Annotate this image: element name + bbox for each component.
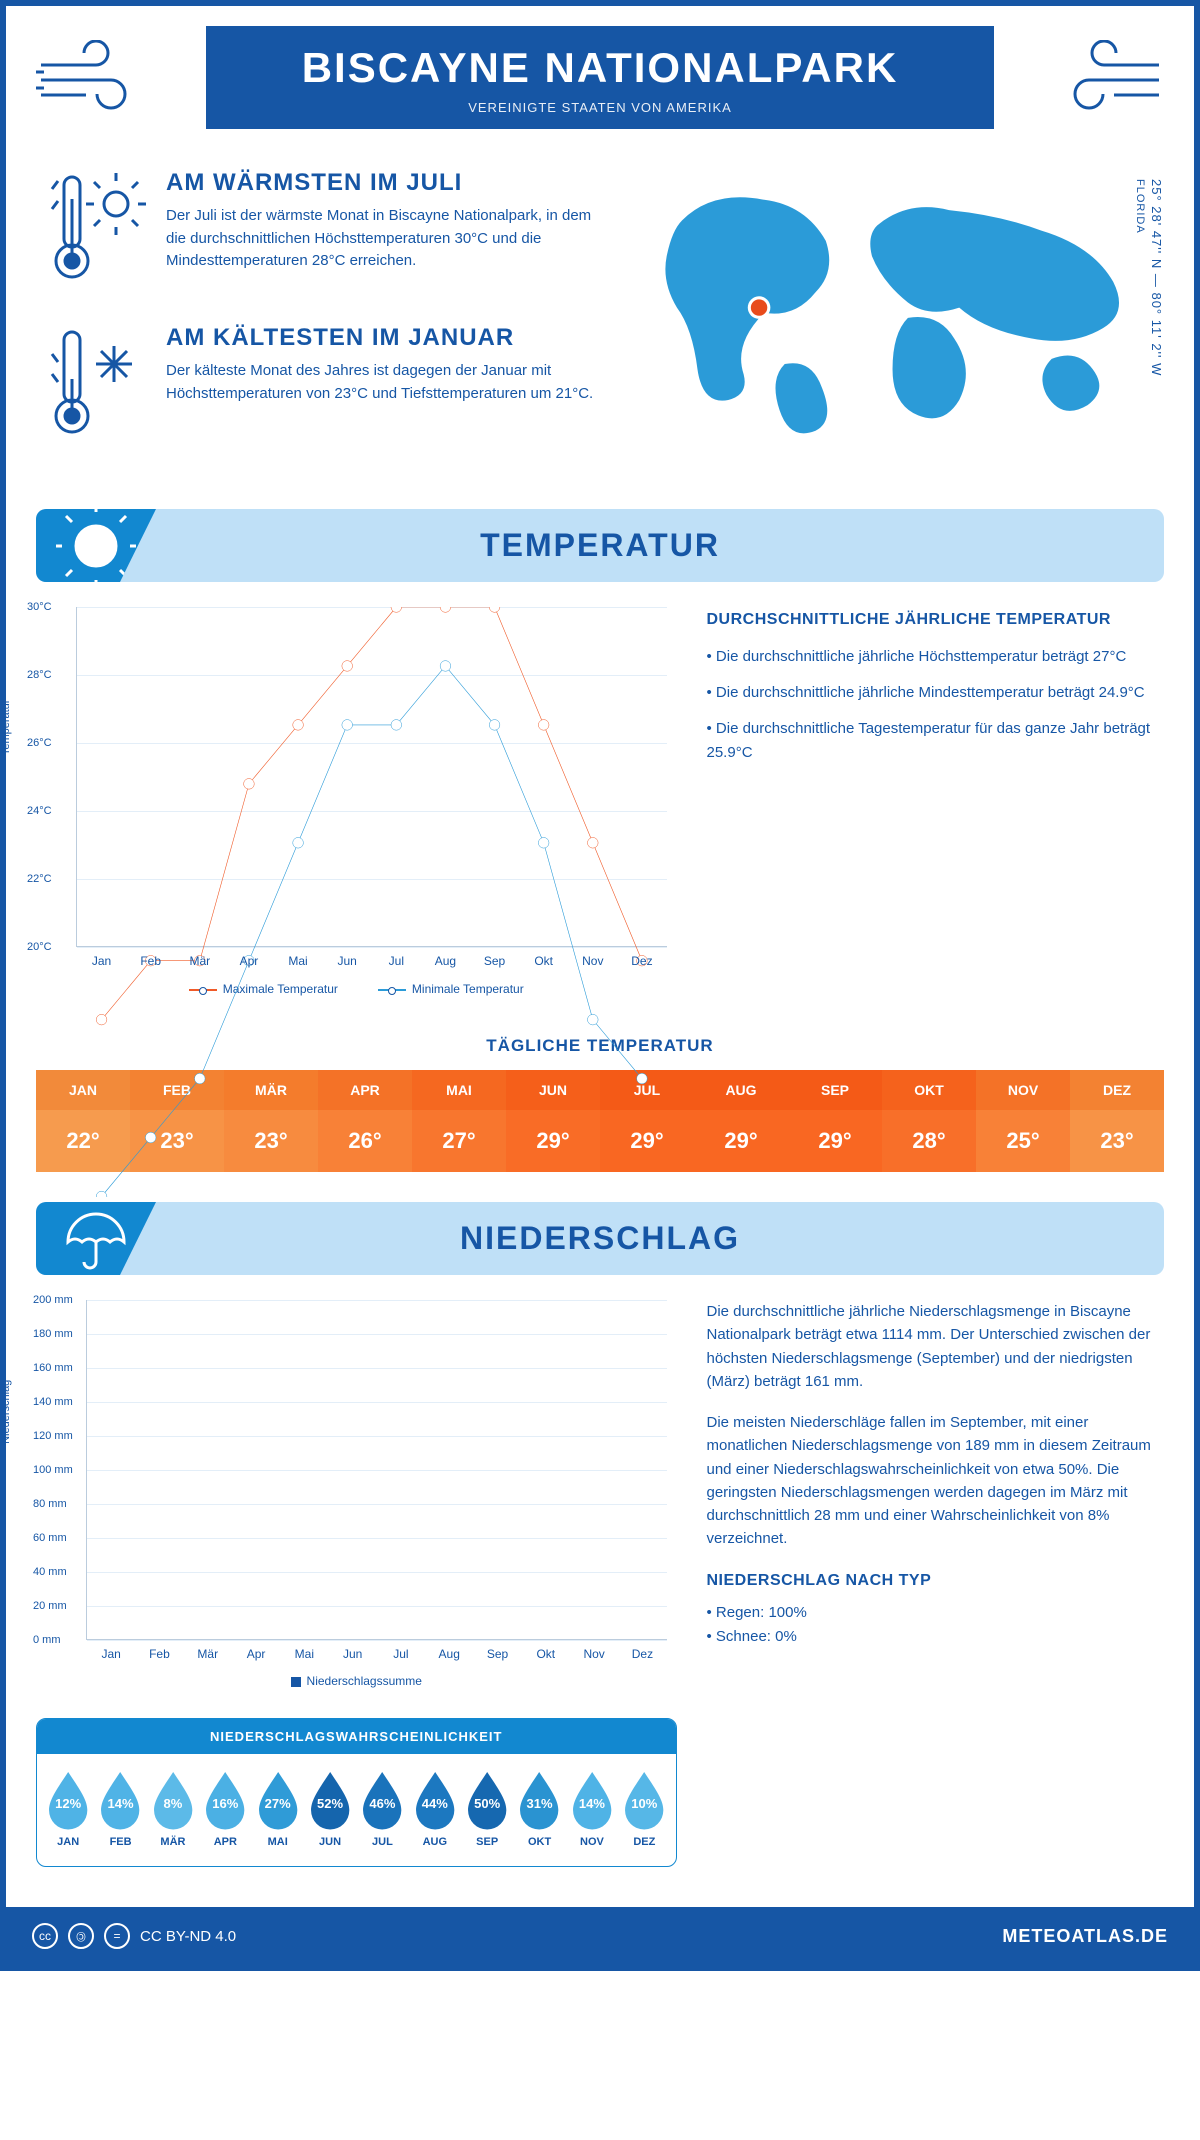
precip-type-title: NIEDERSCHLAG NACH TYP [707, 1569, 1165, 1594]
probability-drop: 14%NOV [567, 1768, 617, 1830]
coordinates: 25° 28' 47'' N — 80° 11' 2'' W [1149, 179, 1164, 376]
page-subtitle: VEREINIGTE STAATEN VON AMERIKA [206, 100, 994, 115]
site-name: METEOATLAS.DE [1002, 1926, 1168, 1947]
probability-drop: 14%FEB [95, 1768, 145, 1830]
temp-table-header: NOV [976, 1070, 1070, 1110]
temp-table-header: SEP [788, 1070, 882, 1110]
probability-drop: 10%DEZ [619, 1768, 669, 1830]
wind-icon [36, 40, 146, 115]
probability-drop: 50%SEP [462, 1768, 512, 1830]
precip-y-axis-label: Niederschlag [0, 1380, 12, 1444]
fact-coldest: AM KÄLTESTEN IM JANUAR Der kälteste Mona… [46, 324, 611, 449]
probability-drop: 16%APR [200, 1768, 250, 1830]
temp-table-header: DEZ [1070, 1070, 1164, 1110]
probability-drop: 52%JUN [305, 1768, 355, 1830]
probability-drop: 8%MÄR [148, 1768, 198, 1830]
license-text: CC BY-ND 4.0 [140, 1928, 236, 1945]
fact-warmest: AM WÄRMSTEN IM JULI Der Juli ist der wär… [46, 169, 611, 294]
by-icon: 🄯 [68, 1923, 94, 1949]
temp-table-header: OKT [882, 1070, 976, 1110]
precip-type-bullet: • Regen: 100% [707, 1601, 1165, 1624]
temp-table-cell: 29° [694, 1110, 788, 1172]
precip-probability-box: NIEDERSCHLAGSWAHRSCHEINLICHKEIT 12%JAN14… [36, 1718, 677, 1867]
license-block: cc 🄯 = CC BY-ND 4.0 [32, 1923, 236, 1949]
temperature-line-chart: 20°C22°C24°C26°C28°C30°CJanFebMärAprMaiJ… [76, 607, 667, 947]
probability-drop: 31%OKT [514, 1768, 564, 1830]
precip-legend: Niederschlagssumme [36, 1674, 677, 1688]
precip-p2: Die meisten Niederschläge fallen im Sept… [707, 1411, 1165, 1551]
probability-drop: 27%MAI [253, 1768, 303, 1830]
footer: cc 🄯 = CC BY-ND 4.0 METEOATLAS.DE [6, 1907, 1194, 1965]
temp-bullet: • Die durchschnittliche jährliche Mindes… [707, 681, 1165, 705]
temp-table-cell: 28° [882, 1110, 976, 1172]
header-band: BISCAYNE NATIONALPARK VEREINIGTE STAATEN… [206, 26, 994, 129]
precip-type-bullet: • Schnee: 0% [707, 1625, 1165, 1648]
temp-summary-title: DURCHSCHNITTLICHE JÄHRLICHE TEMPERATUR [707, 607, 1165, 633]
temp-table-header: AUG [694, 1070, 788, 1110]
thermometer-sun-icon [46, 169, 146, 294]
temperature-banner: TEMPERATUR [36, 509, 1164, 582]
temp-table-cell: 23° [1070, 1110, 1164, 1172]
temp-table-cell: 25° [976, 1110, 1070, 1172]
precip-banner: NIEDERSCHLAG [36, 1202, 1164, 1275]
umbrella-icon [36, 1202, 156, 1275]
prob-title: NIEDERSCHLAGSWAHRSCHEINLICHKEIT [37, 1719, 676, 1754]
temp-table-cell: 29° [788, 1110, 882, 1172]
precip-bar-chart: 0 mm20 mm40 mm60 mm80 mm100 mm120 mm140 … [86, 1300, 667, 1640]
sun-icon [36, 509, 156, 582]
nd-icon: = [104, 1923, 130, 1949]
thermometer-snow-icon [46, 324, 146, 449]
cc-icon: cc [32, 1923, 58, 1949]
region-label: FLORIDA [1134, 179, 1146, 234]
temp-bullet: • Die durchschnittliche jährliche Höchst… [707, 645, 1165, 669]
probability-drop: 12%JAN [43, 1768, 93, 1830]
world-map: FLORIDA 25° 28' 47'' N — 80° 11' 2'' W [641, 169, 1154, 479]
fact-cold-title: AM KÄLTESTEN IM JANUAR [166, 324, 611, 352]
temp-y-axis-label: Temperatur [0, 700, 12, 756]
probability-drop: 44%AUG [410, 1768, 460, 1830]
precip-p1: Die durchschnittliche jährliche Niedersc… [707, 1300, 1165, 1393]
probability-drop: 46%JUL [357, 1768, 407, 1830]
fact-warm-title: AM WÄRMSTEN IM JULI [166, 169, 611, 197]
wind-icon [1054, 40, 1164, 115]
temp-bullet: • Die durchschnittliche Tagestemperatur … [707, 717, 1165, 765]
header-row: BISCAYNE NATIONALPARK VEREINIGTE STAATEN… [36, 26, 1164, 129]
fact-warm-text: Der Juli ist der wärmste Monat in Biscay… [166, 205, 611, 273]
fact-cold-text: Der kälteste Monat des Jahres ist dagege… [166, 360, 611, 405]
page-title: BISCAYNE NATIONALPARK [206, 44, 994, 92]
